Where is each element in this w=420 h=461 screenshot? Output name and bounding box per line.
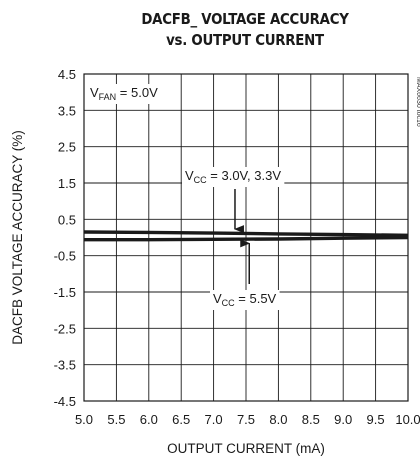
svg-text:VFAN = 5.0V: VFAN = 5.0V: [90, 85, 158, 102]
condition-prefix: V: [90, 85, 99, 100]
series-label-prefix: V: [213, 291, 222, 306]
y-axis-label: DACFB VOLTAGE ACCURACY (%): [10, 130, 25, 345]
y-tick-label: 1.5: [58, 176, 76, 191]
y-tick-label: 4.5: [58, 67, 76, 82]
x-tick-label: 7.5: [237, 412, 255, 427]
condition-subscript: FAN: [99, 92, 117, 102]
condition-suffix: = 5.0V: [116, 85, 158, 100]
series-label-suffix: = 3.0V, 3.3V: [207, 168, 282, 183]
x-tick-label: 10.0: [395, 412, 420, 427]
series-label-vcc-5-5v: VCC = 5.5V: [210, 290, 280, 310]
series-label-subscript: CC: [222, 298, 235, 308]
series-label-prefix: V: [185, 168, 194, 183]
chart-title-line-1: DACFB_ VOLTAGE ACCURACY: [141, 10, 349, 28]
x-tick-label: 6.0: [140, 412, 158, 427]
grid: [84, 74, 408, 401]
series-layer: [83, 230, 409, 242]
x-tick-label: 5.5: [107, 412, 125, 427]
x-axis-label: OUTPUT CURRENT (mA): [167, 441, 325, 456]
plot-id: MAX6630 toc16: [415, 77, 420, 127]
x-tick-label: 9.5: [367, 412, 385, 427]
series-line-1: [84, 235, 409, 242]
y-tick-label: -2.5: [54, 321, 76, 336]
y-tick-label: -0.5: [54, 249, 76, 264]
svg-text:VCC = 3.0V, 3.3V: VCC = 3.0V, 3.3V: [185, 168, 281, 185]
series-line-0: [83, 230, 409, 237]
x-tick-label: 7.0: [205, 412, 223, 427]
y-tick-label: -4.5: [54, 394, 76, 409]
condition-annotation: VFAN = 5.0V: [87, 84, 162, 104]
series-label-suffix: = 5.5V: [235, 291, 277, 306]
svg-text:VCC = 5.5V: VCC = 5.5V: [213, 291, 277, 308]
chart-title-line-2: vs. OUTPUT CURRENT: [166, 31, 324, 49]
x-axis-ticks: 5.0 5.5 6.0 6.5 7.0 7.5 8.0 8.5 9.0 9.5 10.0: [75, 412, 420, 427]
y-tick-label: -3.5: [54, 358, 76, 373]
x-tick-label: 8.5: [302, 412, 320, 427]
series-label-subscript: CC: [194, 175, 207, 185]
x-tick-label: 6.5: [172, 412, 190, 427]
y-axis-ticks: 4.5 3.5 2.5 1.5 0.5 -0.5 -1.5 -2.5 -3.5 -4.5: [54, 67, 76, 409]
y-tick-label: -1.5: [54, 285, 76, 300]
x-tick-label: 8.0: [269, 412, 287, 427]
y-tick-label: 3.5: [58, 103, 76, 118]
x-tick-label: 5.0: [75, 412, 93, 427]
x-tick-label: 9.0: [334, 412, 352, 427]
series-label-vcc-3v: VCC = 3.0V, 3.3V: [182, 167, 285, 187]
y-tick-label: 2.5: [58, 140, 76, 155]
y-tick-label: 0.5: [58, 212, 76, 227]
